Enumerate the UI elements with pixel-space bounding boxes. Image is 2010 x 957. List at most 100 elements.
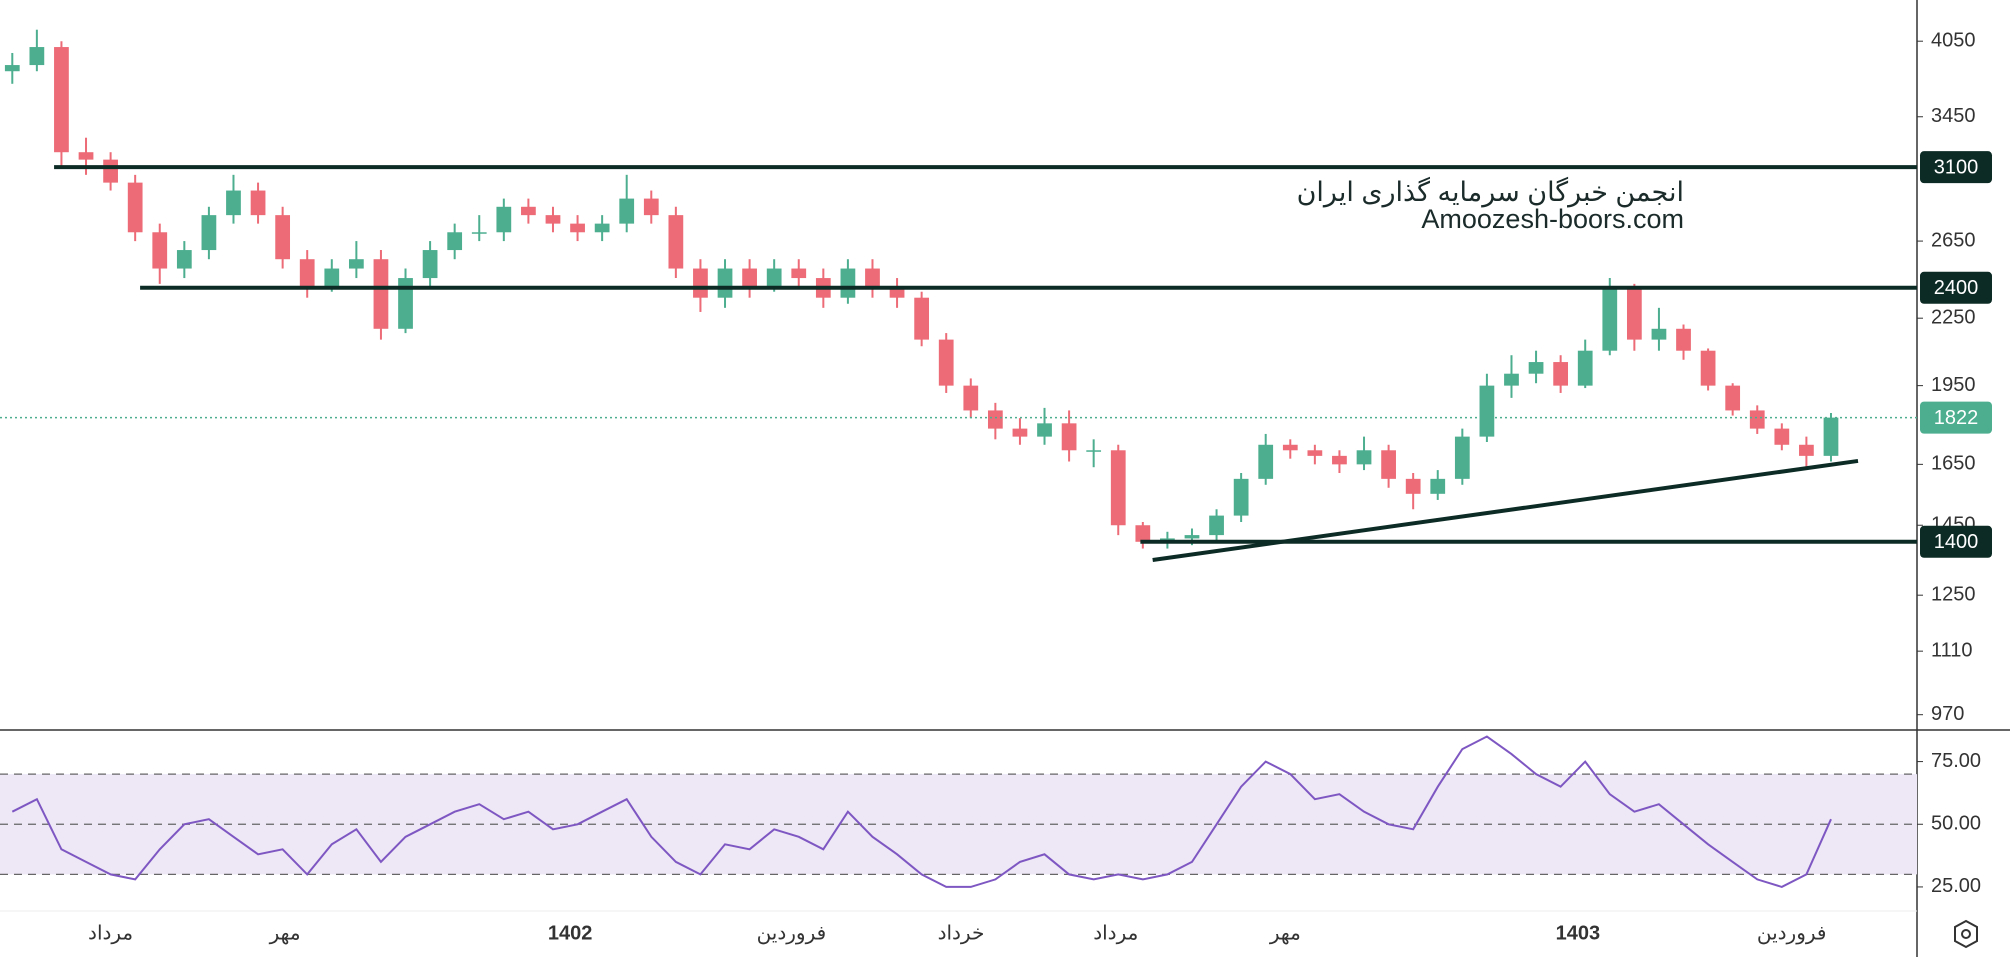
candle-body [1430, 478, 1446, 494]
y-tick-label: 970 [1931, 703, 1964, 725]
candle-body [1135, 525, 1151, 542]
x-tick-label: خرداد [938, 922, 985, 944]
candle-body [1676, 328, 1691, 351]
candle-body [1577, 350, 1593, 386]
candle-body [766, 268, 782, 288]
candle-body [1405, 478, 1421, 494]
y-tick-label: 2650 [1931, 229, 1976, 251]
candle-body [570, 223, 585, 233]
y-tick-label: 50.00 [1931, 813, 1981, 835]
candle-body [1282, 444, 1298, 451]
settings-icon[interactable] [1954, 919, 1978, 949]
candle-body [1233, 478, 1249, 516]
candle-body [1602, 287, 1618, 351]
y-tick-label: 75.00 [1931, 750, 1981, 772]
candle-body [1749, 410, 1765, 429]
candle-body [1307, 450, 1323, 456]
x-tick-label: 1402 [548, 922, 593, 944]
level-label-box [1920, 525, 1992, 558]
candle-body [1651, 328, 1667, 340]
candle-body [1504, 373, 1519, 386]
candle-body [127, 182, 143, 233]
candle-body [1258, 444, 1274, 479]
settings-hexagon[interactable] [1954, 919, 1978, 949]
candle-body [717, 268, 733, 298]
candle-body [103, 159, 118, 183]
candle-body [1823, 417, 1839, 456]
candle-body [643, 198, 659, 216]
candle-body [545, 215, 561, 224]
candle-body [987, 410, 1003, 429]
candle-body [668, 215, 684, 269]
candle-body [176, 250, 192, 269]
candle-body [693, 268, 708, 298]
candle-body [201, 215, 217, 251]
x-tick-label: 1403 [1556, 922, 1601, 944]
y-tick-label: 2250 [1931, 306, 1976, 328]
candle-body [299, 259, 315, 288]
candle-body [1061, 423, 1077, 451]
candle-body [226, 190, 241, 216]
candle-body [742, 268, 757, 288]
candle-body [447, 232, 463, 251]
x-tick-label: فروردین [757, 922, 827, 944]
candle-body [4, 65, 20, 72]
candle-body [1799, 444, 1814, 456]
candle-body [1356, 450, 1372, 465]
candle-body [29, 47, 45, 66]
candle-body [594, 223, 610, 233]
candle-body [1037, 423, 1052, 437]
watermark-line-1: انجمن خبرگان سرمایه گذاری ایران [1297, 176, 1684, 208]
y-tick-label: 1650 [1931, 453, 1976, 475]
x-tick-label: فروردین [1757, 922, 1827, 944]
candle-body [1184, 535, 1200, 539]
candle-body [840, 268, 856, 298]
candle-body [889, 287, 905, 298]
level-label: 1400 [1934, 531, 1979, 553]
x-tick-label: مرداد [88, 922, 133, 944]
candle-body [1774, 428, 1790, 445]
candle-body [275, 215, 291, 260]
candle-body [1700, 350, 1716, 386]
y-tick-label: 1110 [1931, 639, 1973, 661]
candle-body [348, 259, 364, 269]
candle-body [250, 190, 266, 216]
candle-body [865, 268, 880, 288]
x-tick-label: مهر [269, 922, 301, 944]
y-tick-label: 3450 [1931, 105, 1976, 127]
candle-body [914, 297, 930, 340]
level-label: 3100 [1934, 156, 1979, 178]
y-tick-label: 25.00 [1931, 875, 1981, 897]
candle-body [1110, 450, 1126, 526]
candle-body [422, 250, 438, 279]
x-tick-label: مرداد [1093, 922, 1138, 944]
candle-body [1086, 450, 1102, 452]
candle-body [619, 198, 635, 224]
y-tick-label: 1950 [1931, 374, 1976, 396]
candle-body [1381, 450, 1396, 479]
candle-body [1528, 362, 1544, 374]
settings-dot[interactable] [1961, 929, 1971, 939]
y-tick-label: 1250 [1931, 583, 1976, 605]
candle-body [398, 278, 413, 329]
x-tick-label: مهر [1269, 922, 1301, 944]
candle-body [1332, 455, 1347, 465]
candle-body [471, 232, 487, 234]
rsi-line [11, 735, 1832, 888]
watermark-line-2: Amoozesh-boors.com [1421, 204, 1684, 234]
level-label: 2400 [1934, 277, 1979, 299]
candle-body [373, 259, 389, 329]
candle-body [78, 152, 94, 160]
candle-body [496, 206, 512, 233]
candle-body [1626, 287, 1642, 340]
level-label-box [1920, 151, 1992, 184]
candle-body [54, 47, 69, 153]
last-price-label: 1822 [1934, 407, 1979, 429]
candle-body [1454, 436, 1470, 479]
level-label-box [1920, 271, 1992, 304]
candle-body [1209, 515, 1224, 536]
candle-body [324, 268, 340, 288]
candle-body [1479, 385, 1495, 437]
candle-body [521, 206, 536, 216]
